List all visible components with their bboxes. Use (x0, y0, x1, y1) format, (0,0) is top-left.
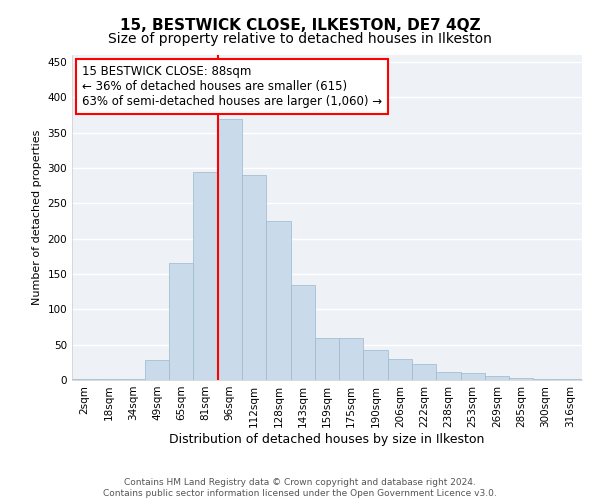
Text: Size of property relative to detached houses in Ilkeston: Size of property relative to detached ho… (108, 32, 492, 46)
Bar (218, 118, 242, 380)
Bar (412, 364, 436, 380)
Bar (461, 373, 485, 380)
Bar (290, 284, 315, 380)
Y-axis label: Number of detached properties: Number of detached properties (32, 130, 42, 305)
Text: Contains HM Land Registry data © Crown copyright and database right 2024.
Contai: Contains HM Land Registry data © Crown c… (103, 478, 497, 498)
Text: 15 BESTWICK CLOSE: 88sqm
← 36% of detached houses are smaller (615)
63% of semi-: 15 BESTWICK CLOSE: 88sqm ← 36% of detach… (82, 64, 382, 108)
Bar (242, 175, 266, 380)
Bar (193, 172, 218, 380)
Bar (266, 221, 290, 380)
Bar (364, 350, 388, 380)
Text: 15, BESTWICK CLOSE, ILKESTON, DE7 4QZ: 15, BESTWICK CLOSE, ILKESTON, DE7 4QZ (119, 18, 481, 32)
Bar (388, 359, 412, 380)
Bar (121, 378, 145, 380)
X-axis label: Distribution of detached houses by size in Ilkeston: Distribution of detached houses by size … (169, 432, 485, 446)
Bar (509, 378, 533, 380)
Bar (315, 338, 339, 380)
Bar (436, 372, 461, 380)
Bar (96, 378, 121, 380)
Bar (72, 378, 96, 380)
Bar (485, 376, 509, 380)
Bar (169, 264, 193, 380)
Bar (339, 338, 364, 380)
Bar (145, 360, 169, 380)
